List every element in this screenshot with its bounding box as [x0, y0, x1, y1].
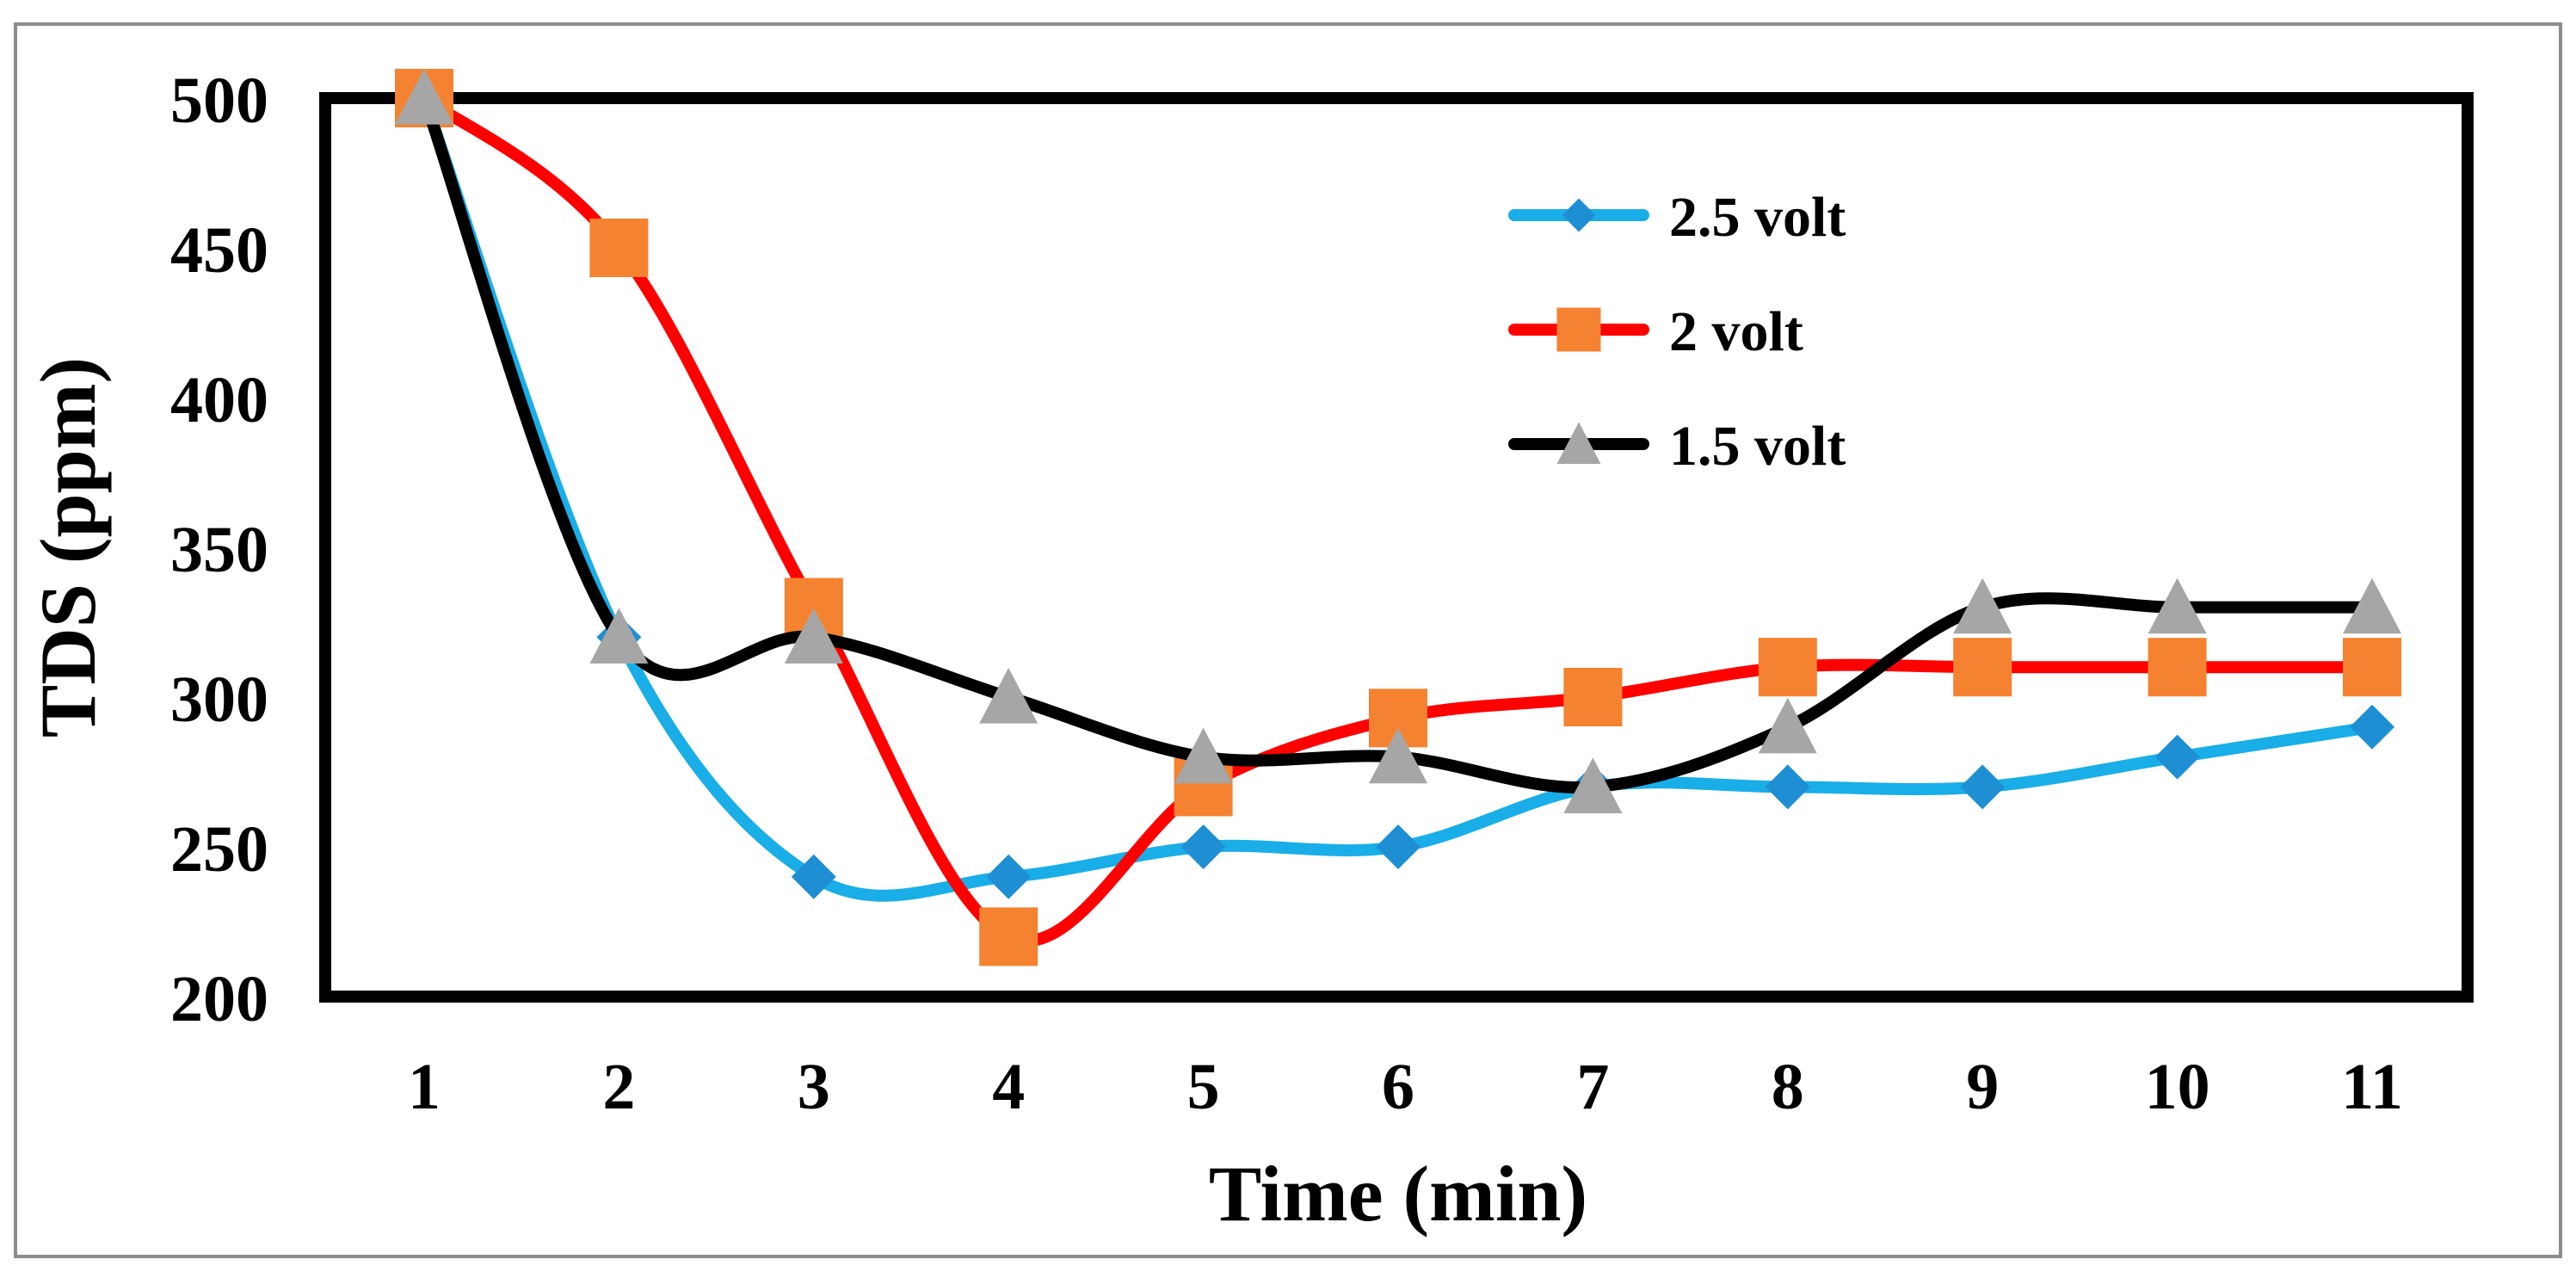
legend-marker — [1562, 198, 1596, 232]
x-tick-label: 9 — [1966, 1051, 1999, 1123]
data-point — [1953, 638, 2012, 697]
y-tick-label: 400 — [170, 364, 268, 436]
data-point — [1765, 764, 1810, 810]
data-point — [1174, 727, 1233, 784]
data-point — [2350, 704, 2394, 750]
x-tick-label: 11 — [2341, 1051, 2403, 1123]
data-point — [1563, 757, 1623, 813]
series-line — [418, 92, 2378, 794]
data-point — [979, 907, 1038, 966]
legend-label: 2.5 volt — [1669, 186, 1846, 249]
x-tick-label: 4 — [992, 1051, 1025, 1123]
plot-area-frame — [319, 92, 2474, 1003]
data-point — [2148, 638, 2207, 697]
legend: 2.5 volt 2 volt 1.5 volt — [1508, 186, 1846, 478]
legend-item: 1.5 volt — [1508, 415, 1846, 478]
x-tick-label: 10 — [2145, 1051, 2210, 1123]
data-point — [2343, 577, 2401, 634]
x-tick-label: 6 — [1382, 1051, 1414, 1123]
legend-label: 2 volt — [1669, 300, 1803, 363]
y-tick-label: 200 — [170, 963, 268, 1035]
series-2-volt — [395, 69, 2401, 966]
y-tick-label: 450 — [170, 214, 268, 287]
x-axis-title: Time (min) — [1209, 1150, 1587, 1238]
legend-marker — [1556, 307, 1601, 352]
series-1-5-volt — [395, 69, 2401, 813]
y-tick-label: 250 — [170, 813, 268, 886]
series-layer — [395, 69, 2401, 966]
data-point — [1376, 824, 1420, 869]
data-point — [2154, 734, 2200, 780]
outer-frame — [14, 22, 2562, 1258]
x-tick-label: 2 — [602, 1051, 635, 1123]
data-point — [1563, 668, 1623, 726]
data-point — [986, 854, 1032, 899]
y-tick-label: 350 — [170, 514, 268, 586]
x-tick-label: 5 — [1187, 1051, 1220, 1123]
legend-item: 2.5 volt — [1508, 186, 1846, 249]
x-tick-label: 7 — [1576, 1051, 1609, 1123]
data-point — [589, 219, 649, 277]
data-point — [1180, 824, 1226, 869]
series-line — [418, 92, 2378, 902]
data-point — [791, 854, 836, 899]
data-point — [395, 69, 453, 125]
data-point — [1758, 638, 1817, 697]
legend-marker — [1556, 422, 1601, 464]
data-point — [2148, 577, 2207, 634]
x-tick-label: 3 — [798, 1051, 830, 1123]
data-point — [1758, 697, 1817, 754]
y-axis-tick-labels: 200 250 300 350 400 450 500 — [170, 65, 268, 1035]
legend-item: 2 volt — [1508, 300, 1803, 363]
data-point — [979, 668, 1038, 724]
data-point — [589, 608, 649, 664]
y-tick-label: 500 — [170, 65, 268, 137]
y-tick-label: 300 — [170, 664, 268, 736]
y-axis-title: TDS (ppm) — [24, 357, 112, 738]
data-point — [2343, 638, 2401, 697]
legend-label: 1.5 volt — [1669, 415, 1846, 478]
x-axis-tick-labels: 1 2 3 4 5 6 7 8 9 10 11 — [408, 1051, 2403, 1123]
x-tick-label: 1 — [408, 1051, 441, 1123]
data-point — [1960, 764, 2006, 810]
data-point — [784, 608, 843, 664]
data-point — [1369, 727, 1427, 784]
data-point — [1953, 577, 2012, 634]
x-tick-label: 8 — [1772, 1051, 1804, 1123]
